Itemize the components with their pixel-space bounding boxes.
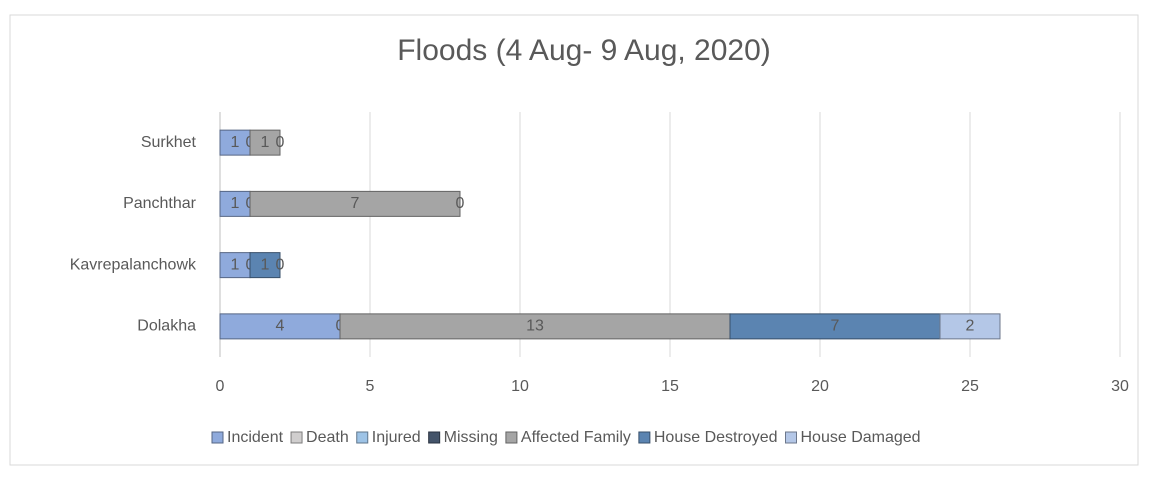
data-label: 1 [261,134,270,151]
legend-swatch [356,431,369,444]
data-label: 1 [231,256,240,273]
legend-label: House Destroyed [654,429,778,446]
bar-segment [219,252,251,279]
legend-label: House Damaged [801,429,921,446]
legend-label: Injured [372,429,421,446]
legend-label: Incident [227,429,284,446]
data-label: 2 [966,318,975,335]
data-label: 1 [231,195,240,212]
bar-segment [249,129,281,156]
data-label: 7 [831,318,840,335]
data-label: 7 [351,195,360,212]
bar-segment [219,190,251,217]
data-label: 4 [276,318,285,335]
legend-label: Missing [444,429,498,446]
bar-segment [219,313,341,340]
data-label: 13 [526,318,544,335]
bar-segment [339,313,731,340]
legend-label: Death [306,429,349,446]
bar-segment [249,252,281,279]
legend-swatch [428,431,441,444]
x-tick-label: 5 [366,378,375,395]
legend-swatch [505,431,518,444]
legend-swatch [290,431,303,444]
y-tick-label: Dolakha [137,318,196,335]
legend-label: Affected Family [521,429,631,446]
y-tick-label: Surkhet [141,134,197,151]
bar-segment [249,190,461,217]
x-tick-label: 10 [511,378,529,395]
data-label: 0 [456,195,465,212]
data-label: 1 [231,134,240,151]
x-tick-label: 25 [961,378,979,395]
y-tick-label: Panchthar [123,195,197,212]
x-tick-label: 30 [1111,378,1129,395]
legend-swatch [785,431,797,444]
x-tick-label: 15 [661,378,679,395]
y-tick-label: Kavrepalanchowk [70,256,197,273]
bar-segment [729,313,941,340]
data-label: 0 [276,134,285,151]
legend-swatch [638,431,651,444]
legend-swatch [211,431,224,444]
x-tick-label: 0 [216,378,225,395]
x-tick-label: 20 [811,378,829,395]
data-label: 0 [276,256,285,273]
chart-frame [9,14,1139,466]
data-label: 1 [261,256,270,273]
bar-segment [219,129,251,156]
chart-title: Floods (4 Aug- 9 Aug, 2020) [397,34,771,67]
bar-segment [939,313,1001,340]
